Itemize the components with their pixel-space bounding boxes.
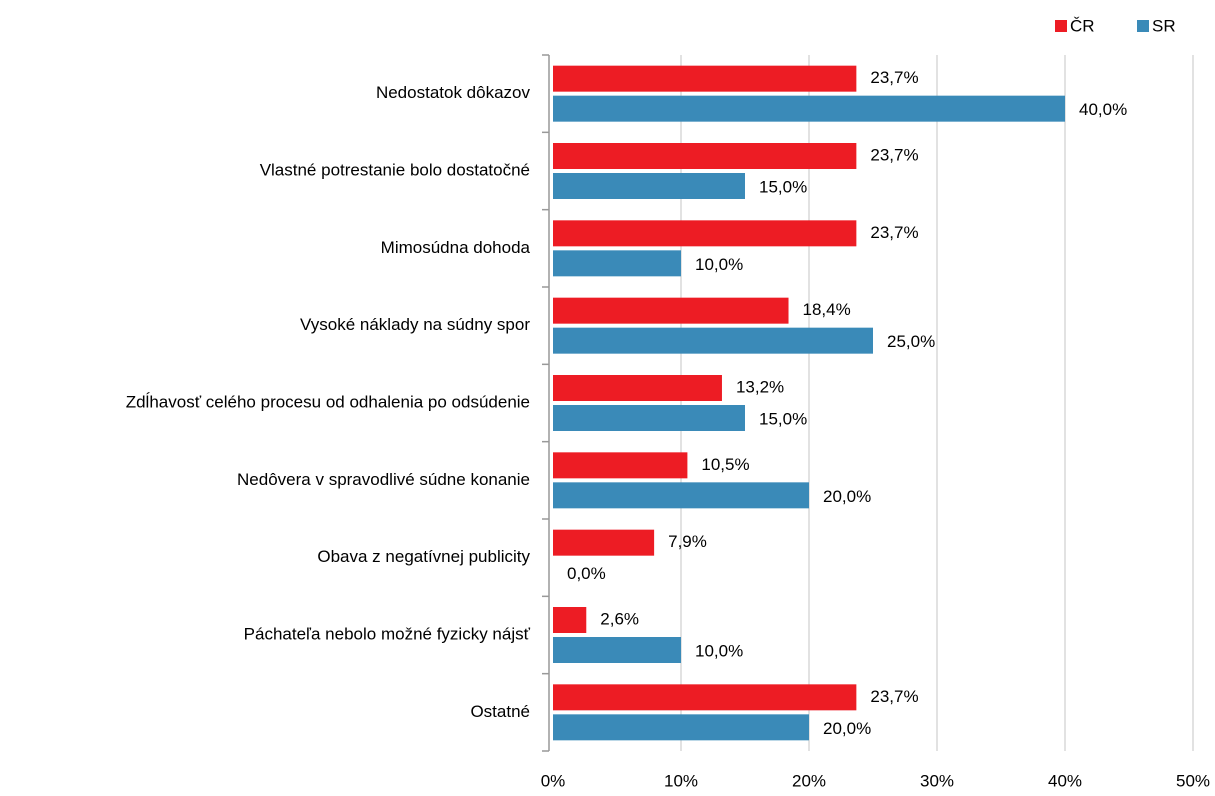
bar: [553, 327, 873, 354]
category-label: Ostatné: [470, 702, 530, 721]
bar: [553, 220, 857, 247]
bar: [553, 297, 789, 324]
legend-swatch: [1055, 20, 1067, 32]
value-label: 2,6%: [600, 609, 639, 628]
value-label: 10,5%: [701, 455, 749, 474]
bar: [553, 637, 681, 663]
value-label: 15,0%: [759, 409, 807, 428]
bar: [553, 529, 655, 556]
x-tick-label: 0%: [541, 771, 566, 790]
bar: [553, 714, 809, 741]
bar: [553, 65, 857, 92]
category-label: Páchateľa nebolo možné fyzicky nájsť: [244, 624, 531, 643]
category-label: Nedostatok dôkazov: [376, 83, 531, 102]
category-label: Nedôvera v spravodlivé súdne konanie: [237, 470, 530, 489]
value-label: 23,7%: [870, 145, 918, 164]
bar: [553, 250, 681, 277]
value-label: 23,7%: [870, 223, 918, 242]
category-label: Mimosúdna dohoda: [381, 238, 531, 257]
legend-swatch: [1137, 20, 1149, 32]
bar: [553, 482, 809, 509]
x-tick-label: 10%: [664, 771, 698, 790]
value-label: 20,0%: [823, 487, 871, 506]
value-label: 23,7%: [870, 68, 918, 87]
value-label: 18,4%: [803, 300, 851, 319]
value-label: 23,7%: [870, 687, 918, 706]
value-label: 0,0%: [567, 564, 606, 583]
category-label: Vysoké náklady na súdny spor: [300, 315, 530, 334]
x-tick-label: 20%: [792, 771, 826, 790]
bar: [553, 173, 745, 199]
x-tick-label: 30%: [920, 771, 954, 790]
bar: [553, 405, 745, 431]
value-label: 10,0%: [695, 641, 743, 660]
bar: [553, 607, 587, 633]
legend-label: ČR: [1070, 16, 1095, 35]
value-label: 7,9%: [668, 532, 707, 551]
value-label: 13,2%: [736, 377, 784, 396]
bar: [553, 684, 857, 711]
bar: [553, 375, 722, 401]
value-label: 25,0%: [887, 332, 935, 351]
value-label: 40,0%: [1079, 100, 1127, 119]
value-label: 20,0%: [823, 719, 871, 738]
legend-label: SR: [1152, 16, 1176, 35]
value-label: 10,0%: [695, 255, 743, 274]
value-label: 15,0%: [759, 177, 807, 196]
x-tick-label: 40%: [1048, 771, 1082, 790]
bar: [553, 143, 857, 169]
bar: [553, 452, 688, 479]
bar: [553, 95, 1065, 122]
category-label: Zdĺhavosť celého procesu od odhalenia po…: [126, 392, 530, 411]
category-label: Obava z negatívnej publicity: [317, 547, 530, 566]
category-label: Vlastné potrestanie bolo dostatočné: [260, 160, 530, 179]
x-tick-label: 50%: [1176, 771, 1210, 790]
